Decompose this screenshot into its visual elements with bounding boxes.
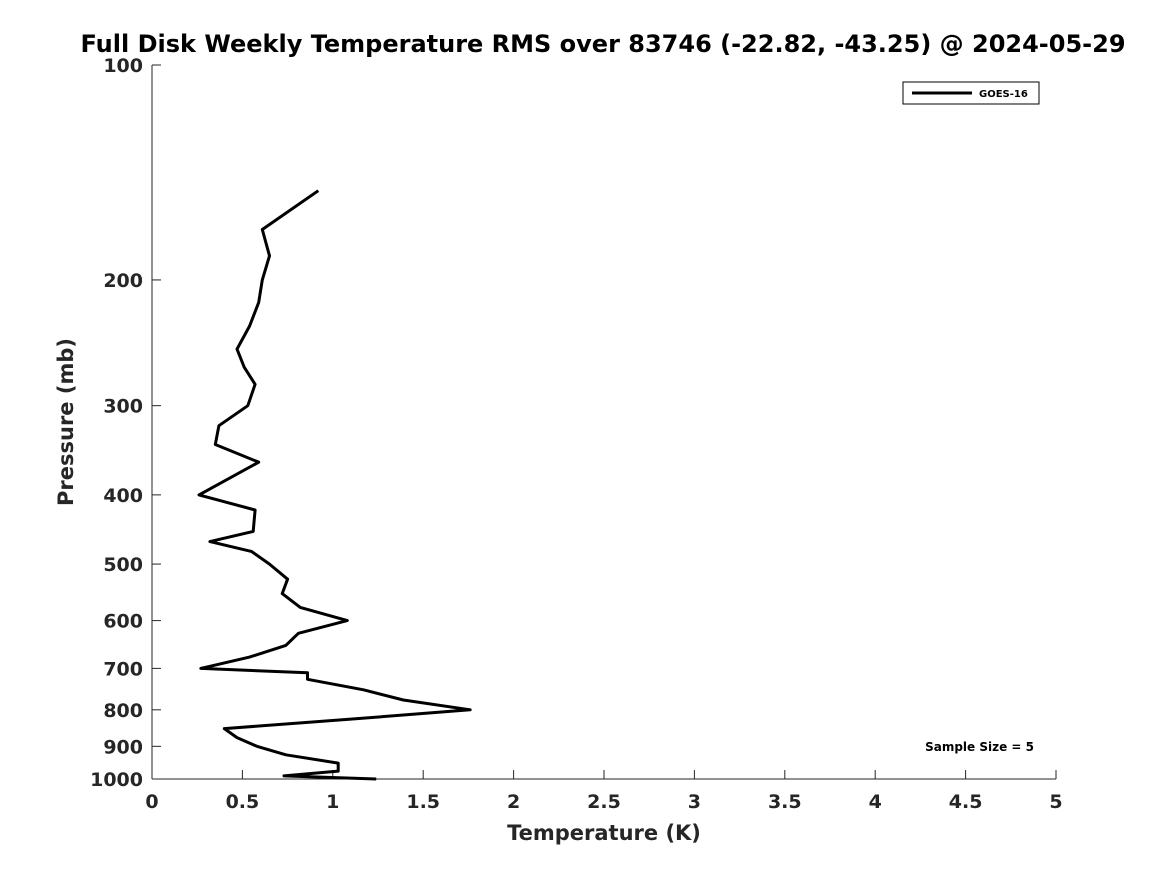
y-tick-label: 1000 (90, 769, 143, 791)
plot-area: 0 0.5 1 1.5 2 2.5 3 3.5 4 4.5 5 100 200 300 400 500 600… (90, 55, 1063, 813)
x-tick-label: 0.5 (226, 791, 260, 813)
y-tick-label: 500 (103, 554, 143, 576)
y-axis-ticks: 100 200 300 400 500 600 700 800 900 1000 (90, 55, 161, 791)
y-tick-label: 100 (103, 55, 143, 77)
sample-size-annotation: Sample Size = 5 (925, 740, 1034, 754)
x-tick-label: 4 (869, 791, 882, 813)
x-tick-label: 3.5 (768, 791, 802, 813)
y-tick-label: 300 (103, 396, 143, 418)
x-tick-label: 0 (145, 791, 158, 813)
x-tick-label: 1 (326, 791, 339, 813)
x-axis-label: Temperature (K) (507, 821, 701, 845)
y-tick-label: 600 (103, 611, 143, 633)
x-tick-label: 2 (507, 791, 520, 813)
legend-label-goes-16: GOES-16 (979, 89, 1028, 100)
x-tick-label: 2.5 (587, 791, 621, 813)
x-tick-label: 1.5 (406, 791, 440, 813)
x-tick-label: 5 (1049, 791, 1062, 813)
y-axis-label: Pressure (mb) (54, 338, 78, 506)
y-tick-label: 900 (103, 736, 143, 758)
y-tick-label: 800 (103, 700, 143, 722)
x-tick-label: 4.5 (949, 791, 983, 813)
y-tick-label: 400 (103, 485, 143, 507)
x-axis-ticks: 0 0.5 1 1.5 2 2.5 3 3.5 4 4.5 5 (145, 770, 1063, 813)
y-tick-label: 700 (103, 658, 143, 680)
y-tick-label: 200 (103, 270, 143, 292)
legend: GOES-16 (902, 81, 1040, 105)
series-line-goes-16 (197, 189, 472, 781)
chart-title: Full Disk Weekly Temperature RMS over 83… (80, 30, 1125, 58)
x-tick-label: 3 (688, 791, 701, 813)
